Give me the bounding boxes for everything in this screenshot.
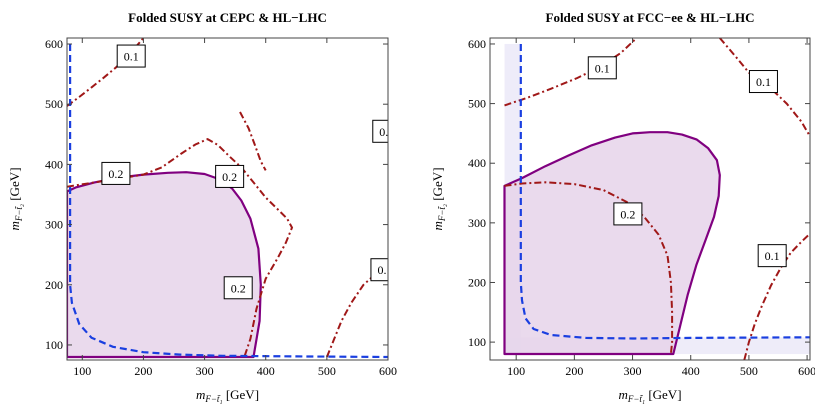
y-tick-label: 200	[468, 275, 486, 289]
contour-label: 0.1	[587, 56, 617, 80]
plot-title: Folded SUSY at FCC−ee & HL−LHC	[546, 10, 755, 25]
y-tick-label: 300	[45, 218, 63, 232]
contour-label: 0.1	[372, 119, 394, 143]
svg-text:0.1: 0.1	[765, 249, 780, 263]
x-tick-label: 100	[507, 364, 525, 378]
contour-label: 0.1	[370, 258, 392, 282]
x-axis-label: mF−t̃₁ [GeV]	[196, 387, 259, 404]
contour-label: 0.2	[613, 202, 643, 226]
svg-text:0.1: 0.1	[595, 61, 610, 75]
contour-label: 0.1	[748, 70, 778, 94]
x-axis-label: mF−t̃₁ [GeV]	[618, 387, 681, 404]
svg-text:0.1: 0.1	[756, 75, 771, 89]
plot-frame	[489, 37, 811, 361]
svg-text:0.1: 0.1	[377, 263, 392, 277]
contour-label: 0.1	[116, 44, 146, 68]
x-tick-label: 100	[73, 364, 91, 378]
exclusion-boundary-dashed	[69, 44, 388, 359]
sensitivity-region	[503, 131, 721, 356]
plot-title: Folded SUSY at CEPC & HL−LHC	[128, 10, 327, 25]
x-tick-label: 300	[624, 364, 642, 378]
y-tick-label: 400	[45, 157, 63, 171]
svg-text:0.2: 0.2	[231, 281, 246, 295]
contour-label: 0.2	[101, 161, 131, 185]
tuning-contour-0.2	[504, 181, 674, 355]
x-tick-label: 600	[798, 364, 815, 378]
y-tick-label: 600	[468, 37, 486, 51]
svg-text:0.2: 0.2	[108, 167, 123, 181]
x-tick-label: 400	[257, 364, 275, 378]
plot-panel-1: 0.1 0.1 0.2 0.2 0.2 0.1 100 100 200 200 300 300 400 4…	[7, 10, 397, 404]
x-tick-label: 600	[379, 364, 397, 378]
tuning-contour-0.1	[325, 264, 388, 358]
y-tick-label: 500	[45, 97, 63, 111]
y-tick-label: 200	[45, 278, 63, 292]
tuning-contour-0.1	[239, 111, 267, 171]
x-tick-label: 300	[196, 364, 214, 378]
contour-label: 0.2	[215, 164, 245, 188]
exclusion-boundary-dashed	[519, 44, 810, 340]
tuning-contour-0.1	[504, 38, 638, 107]
plot-frame	[66, 37, 389, 361]
y-tick-label: 400	[468, 156, 486, 170]
y-tick-label: 300	[468, 216, 486, 230]
sensitivity-region	[67, 171, 262, 359]
x-tick-label: 500	[318, 364, 336, 378]
x-tick-label: 200	[565, 364, 583, 378]
tuning-contour-0.1	[743, 232, 810, 360]
x-tick-label: 200	[134, 364, 152, 378]
x-tick-label: 400	[682, 364, 700, 378]
tuning-contour-0.2	[67, 137, 294, 358]
plot-panel-2: 0.1 0.1 0.2 0.1 100 100 200 200 300 300 400 400 500 5…	[430, 10, 815, 404]
y-tick-label: 600	[45, 37, 63, 51]
svg-text:0.2: 0.2	[620, 207, 635, 221]
y-tick-label: 500	[468, 97, 486, 111]
contour-label: 0.1	[757, 244, 787, 268]
y-tick-label: 100	[468, 335, 486, 349]
x-tick-label: 500	[740, 364, 758, 378]
svg-text:0.1: 0.1	[379, 125, 394, 139]
svg-text:0.1: 0.1	[124, 50, 139, 64]
svg-text:0.2: 0.2	[222, 170, 237, 184]
y-axis-label: mF−t̃₂ [GeV]	[7, 167, 24, 230]
contour-label: 0.2	[223, 276, 253, 300]
y-tick-label: 100	[45, 338, 63, 352]
y-axis-label: mF−t̃₂ [GeV]	[430, 167, 447, 230]
